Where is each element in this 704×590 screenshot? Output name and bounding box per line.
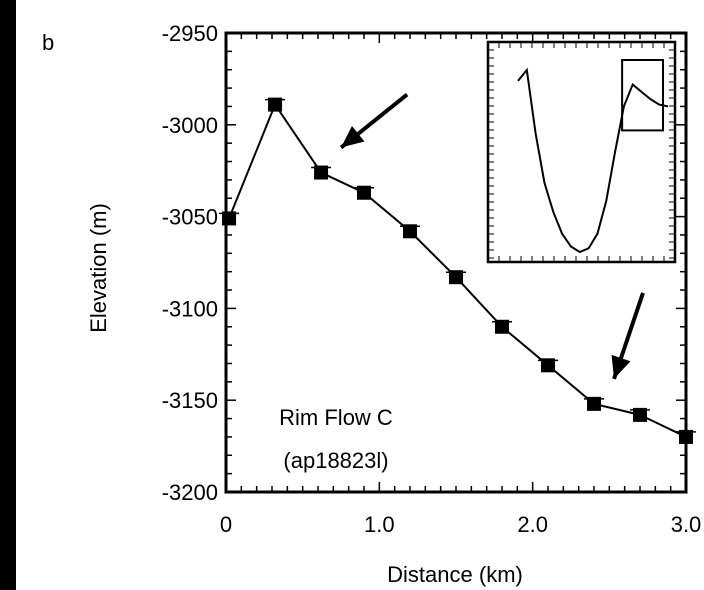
y-axis-label: Elevation (m) <box>86 203 111 333</box>
y-axis-tick-labels: -2950 -3000 -3050 -3100 -3150 -3200 <box>162 21 218 505</box>
data-point <box>679 429 693 444</box>
data-point <box>633 407 647 422</box>
data-point <box>222 211 237 226</box>
arrow-group <box>339 92 645 380</box>
data-point <box>314 165 329 180</box>
panel-label: b <box>42 30 54 55</box>
annotation-line-1: Rim Flow C <box>279 405 393 430</box>
x-tick-label: 2.0 <box>517 512 548 537</box>
arrow-head <box>611 354 631 379</box>
arrow-head <box>341 125 365 148</box>
x-axis-tick-labels: 0 1.0 2.0 3.0 <box>220 512 701 537</box>
data-point <box>587 396 601 411</box>
data-point <box>357 185 371 200</box>
data-point <box>495 319 509 334</box>
data-point <box>449 270 463 285</box>
y-tick-label: -2950 <box>162 21 218 46</box>
x-axis-label: Distance (km) <box>387 562 523 587</box>
y-tick-label: -3100 <box>162 296 218 321</box>
data-point <box>268 97 283 112</box>
y-axis-ticks <box>226 32 686 493</box>
x-tick-label: 0 <box>220 512 232 537</box>
data-point <box>541 358 555 373</box>
inset-frame <box>486 40 677 264</box>
y-tick-label: -3050 <box>162 205 218 230</box>
x-tick-label: 1.0 <box>364 512 395 537</box>
marker-group <box>219 97 696 444</box>
data-point <box>403 224 417 239</box>
annotation-line-2: (ap18823l) <box>283 448 388 473</box>
y-tick-label: -3200 <box>162 480 218 505</box>
y-tick-label: -3150 <box>162 388 218 413</box>
inset-profile <box>486 40 677 264</box>
x-tick-label: 3.0 <box>671 512 702 537</box>
inset-highlight-box <box>621 59 664 132</box>
inset-profile-line <box>517 67 669 254</box>
x-axis-ticks <box>225 33 687 492</box>
y-tick-label: -3000 <box>162 113 218 138</box>
